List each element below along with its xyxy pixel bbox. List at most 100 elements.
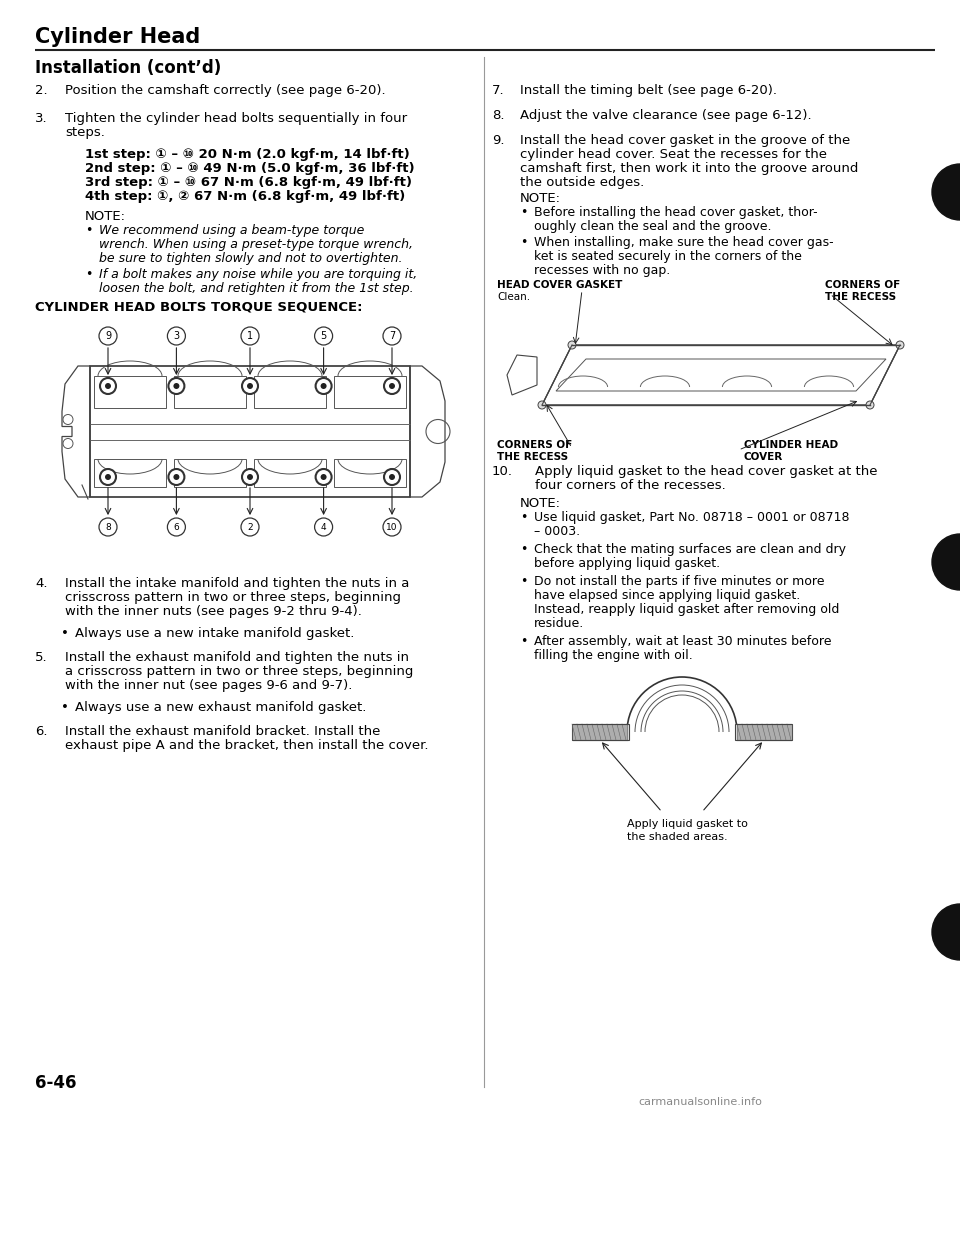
Text: 4.: 4. [35,578,47,590]
Circle shape [316,469,331,484]
Text: NOTE:: NOTE: [520,193,561,205]
Circle shape [100,378,116,394]
Text: 5: 5 [321,332,326,342]
Text: steps.: steps. [65,125,105,139]
Circle shape [242,469,258,484]
Text: exhaust pipe A and the bracket, then install the cover.: exhaust pipe A and the bracket, then ins… [65,739,428,751]
Text: Install the timing belt (see page 6-20).: Install the timing belt (see page 6-20). [520,84,777,97]
Text: 1st step: ① – ⑩ 20 N·m (2.0 kgf·m, 14 lbf·ft): 1st step: ① – ⑩ 20 N·m (2.0 kgf·m, 14 lb… [85,148,410,161]
Text: •: • [520,575,527,587]
Text: 3rd step: ① – ⑩ 67 N·m (6.8 kgf·m, 49 lbf·ft): 3rd step: ① – ⑩ 67 N·m (6.8 kgf·m, 49 lb… [85,176,412,189]
Text: •: • [61,627,69,640]
Text: •: • [520,206,527,219]
Bar [572,724,629,740]
Text: ket is seated securely in the corners of the: ket is seated securely in the corners of… [534,250,802,263]
Text: COVER: COVER [743,452,782,462]
Text: Position the camshaft correctly (see page 6-20).: Position the camshaft correctly (see pag… [65,84,386,97]
Text: Install the intake manifold and tighten the nuts in a: Install the intake manifold and tighten … [65,578,409,590]
Text: Apply liquid gasket to: Apply liquid gasket to [627,818,748,828]
Text: 7.: 7. [492,84,505,97]
Circle shape [247,474,253,479]
Text: Use liquid gasket, Part No. 08718 – 0001 or 08718: Use liquid gasket, Part No. 08718 – 0001… [534,510,850,524]
Text: Tighten the cylinder head bolts sequentially in four: Tighten the cylinder head bolts sequenti… [65,112,407,125]
Text: with the inner nut (see pages 9-6 and 9-7).: with the inner nut (see pages 9-6 and 9-… [65,679,352,692]
Circle shape [168,378,184,394]
Text: Cylinder Head: Cylinder Head [35,27,201,47]
Circle shape [538,401,546,409]
Text: 6.: 6. [35,725,47,738]
Text: cylinder head cover. Seat the recesses for the: cylinder head cover. Seat the recesses f… [520,148,827,161]
Circle shape [568,342,576,349]
Text: After assembly, wait at least 30 minutes before: After assembly, wait at least 30 minutes… [534,635,831,648]
Bar [174,460,246,487]
Text: 9: 9 [105,332,111,342]
Wedge shape [932,164,960,220]
Text: 2nd step: ① – ⑩ 49 N·m (5.0 kgf·m, 36 lbf·ft): 2nd step: ① – ⑩ 49 N·m (5.0 kgf·m, 36 lb… [85,161,415,175]
Text: NOTE:: NOTE: [85,210,126,224]
Text: We recommend using a beam-type torque: We recommend using a beam-type torque [99,224,365,237]
Text: •: • [520,236,527,248]
Bar [90,366,410,497]
Text: Instead, reapply liquid gasket after removing old: Instead, reapply liquid gasket after rem… [534,604,839,616]
Text: 3: 3 [174,332,180,342]
Text: camshaft first, then work it into the groove around: camshaft first, then work it into the gr… [520,161,858,175]
Text: HEAD COVER GASKET: HEAD COVER GASKET [497,279,622,289]
Text: 9.: 9. [492,134,505,147]
Text: crisscross pattern in two or three steps, beginning: crisscross pattern in two or three steps… [65,591,401,604]
Circle shape [100,469,116,484]
Text: •: • [520,510,527,524]
Text: Do not install the parts if five minutes or more: Do not install the parts if five minutes… [534,575,825,587]
Text: Check that the mating surfaces are clean and dry: Check that the mating surfaces are clean… [534,543,846,556]
Text: CORNERS OF: CORNERS OF [497,440,572,450]
Text: 4th step: ①, ② 67 N·m (6.8 kgf·m, 49 lbf·ft): 4th step: ①, ② 67 N·m (6.8 kgf·m, 49 lbf… [85,190,405,202]
Text: When installing, make sure the head cover gas-: When installing, make sure the head cove… [534,236,833,248]
Text: Adjust the valve clearance (see page 6-12).: Adjust the valve clearance (see page 6-1… [520,109,811,122]
Polygon shape [572,724,627,740]
Text: Before installing the head cover gasket, thor-: Before installing the head cover gasket,… [534,206,818,219]
Circle shape [242,378,258,394]
Circle shape [105,383,111,389]
Text: carmanualsonline.info: carmanualsonline.info [638,1097,762,1107]
Circle shape [105,474,111,479]
Bar [735,724,792,740]
Bar [94,460,166,487]
Text: 5.: 5. [35,651,48,664]
Circle shape [321,474,326,479]
Text: CORNERS OF: CORNERS OF [825,279,900,289]
Text: a crisscross pattern in two or three steps, beginning: a crisscross pattern in two or three ste… [65,664,414,678]
Text: 4: 4 [321,523,326,532]
Text: THE RECESS: THE RECESS [825,292,896,302]
Text: Install the head cover gasket in the groove of the: Install the head cover gasket in the gro… [520,134,851,147]
Text: Clean.: Clean. [497,292,530,302]
Text: with the inner nuts (see pages 9-2 thru 9-4).: with the inner nuts (see pages 9-2 thru … [65,605,362,619]
Text: have elapsed since applying liquid gasket.: have elapsed since applying liquid gaske… [534,589,801,602]
Circle shape [174,383,180,389]
Text: If a bolt makes any noise while you are torquing it,: If a bolt makes any noise while you are … [99,268,418,281]
Text: •: • [520,543,527,556]
Polygon shape [737,724,792,740]
Text: 3.: 3. [35,112,48,125]
Text: 2: 2 [247,523,252,532]
Text: CYLINDER HEAD BOLTS TORQUE SEQUENCE:: CYLINDER HEAD BOLTS TORQUE SEQUENCE: [35,301,363,313]
Text: 8.: 8. [492,109,505,122]
Bar [334,460,406,487]
Text: be sure to tighten slowly and not to overtighten.: be sure to tighten slowly and not to ove… [99,252,402,265]
Text: Install the exhaust manifold and tighten the nuts in: Install the exhaust manifold and tighten… [65,651,409,664]
Bar [174,376,246,409]
Wedge shape [932,904,960,960]
Text: 1: 1 [247,332,253,342]
Bar [334,376,406,409]
Bar [254,376,326,409]
Text: before applying liquid gasket.: before applying liquid gasket. [534,556,720,570]
Text: Always use a new exhaust manifold gasket.: Always use a new exhaust manifold gasket… [75,700,367,714]
Text: THE RECESS: THE RECESS [497,452,568,462]
Text: residue.: residue. [534,617,585,630]
Bar [94,376,166,409]
Text: Install the exhaust manifold bracket. Install the: Install the exhaust manifold bracket. In… [65,725,380,738]
Text: •: • [85,268,92,281]
Text: •: • [61,700,69,714]
Bar [254,460,326,487]
Circle shape [389,383,395,389]
Text: 10: 10 [386,523,397,532]
Text: 6: 6 [174,523,180,532]
